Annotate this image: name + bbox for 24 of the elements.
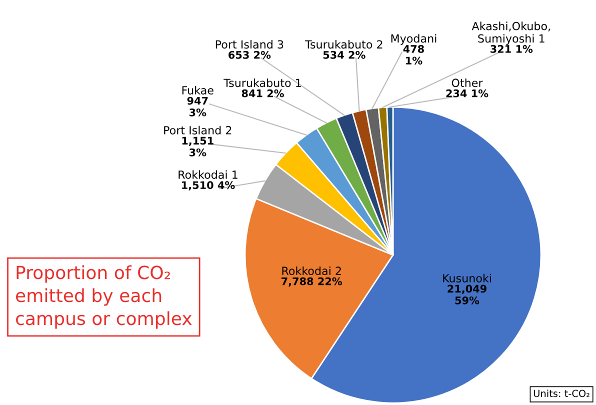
text: Units: t-CO₂ — [534, 390, 590, 398]
data-label: 653 2% — [228, 50, 271, 59]
data-label: 21,049 59% — [448, 284, 486, 304]
data-label: 234 1% — [446, 89, 488, 98]
slice-label: Port Island 2 — [164, 126, 232, 134]
slice-label: Other — [452, 78, 483, 88]
slice-label: Tsurukabuto 1 — [224, 78, 301, 88]
data-label: 478 1% — [403, 45, 424, 65]
data-label: 841 2% — [242, 89, 284, 98]
data-label: 534 2% — [323, 50, 366, 59]
slice-label: Kusunoki — [443, 274, 491, 282]
slice-label: Rokkodai 2 — [282, 266, 341, 276]
data-label: 7,788 22% — [282, 277, 342, 287]
slice-label: Myodani — [391, 34, 436, 45]
data-label: 1,151 3% — [182, 136, 214, 156]
data-label: 947 3% — [187, 96, 208, 116]
text: Proportion of CO₂ emitted by each campus or complex — [16, 265, 192, 329]
data-label: 1,510 4% — [182, 181, 235, 190]
slice-label: Port Island 3 — [216, 40, 284, 49]
slice-label: Rokkodai 1 — [178, 170, 238, 179]
slice-label: Fukae — [182, 86, 214, 94]
data-label: 321 1% — [490, 45, 533, 53]
slice-label: Akashi,Okubo, Sumiyoshi 1 — [472, 22, 550, 45]
slice-label: Tsurukabuto 2 — [304, 40, 382, 49]
